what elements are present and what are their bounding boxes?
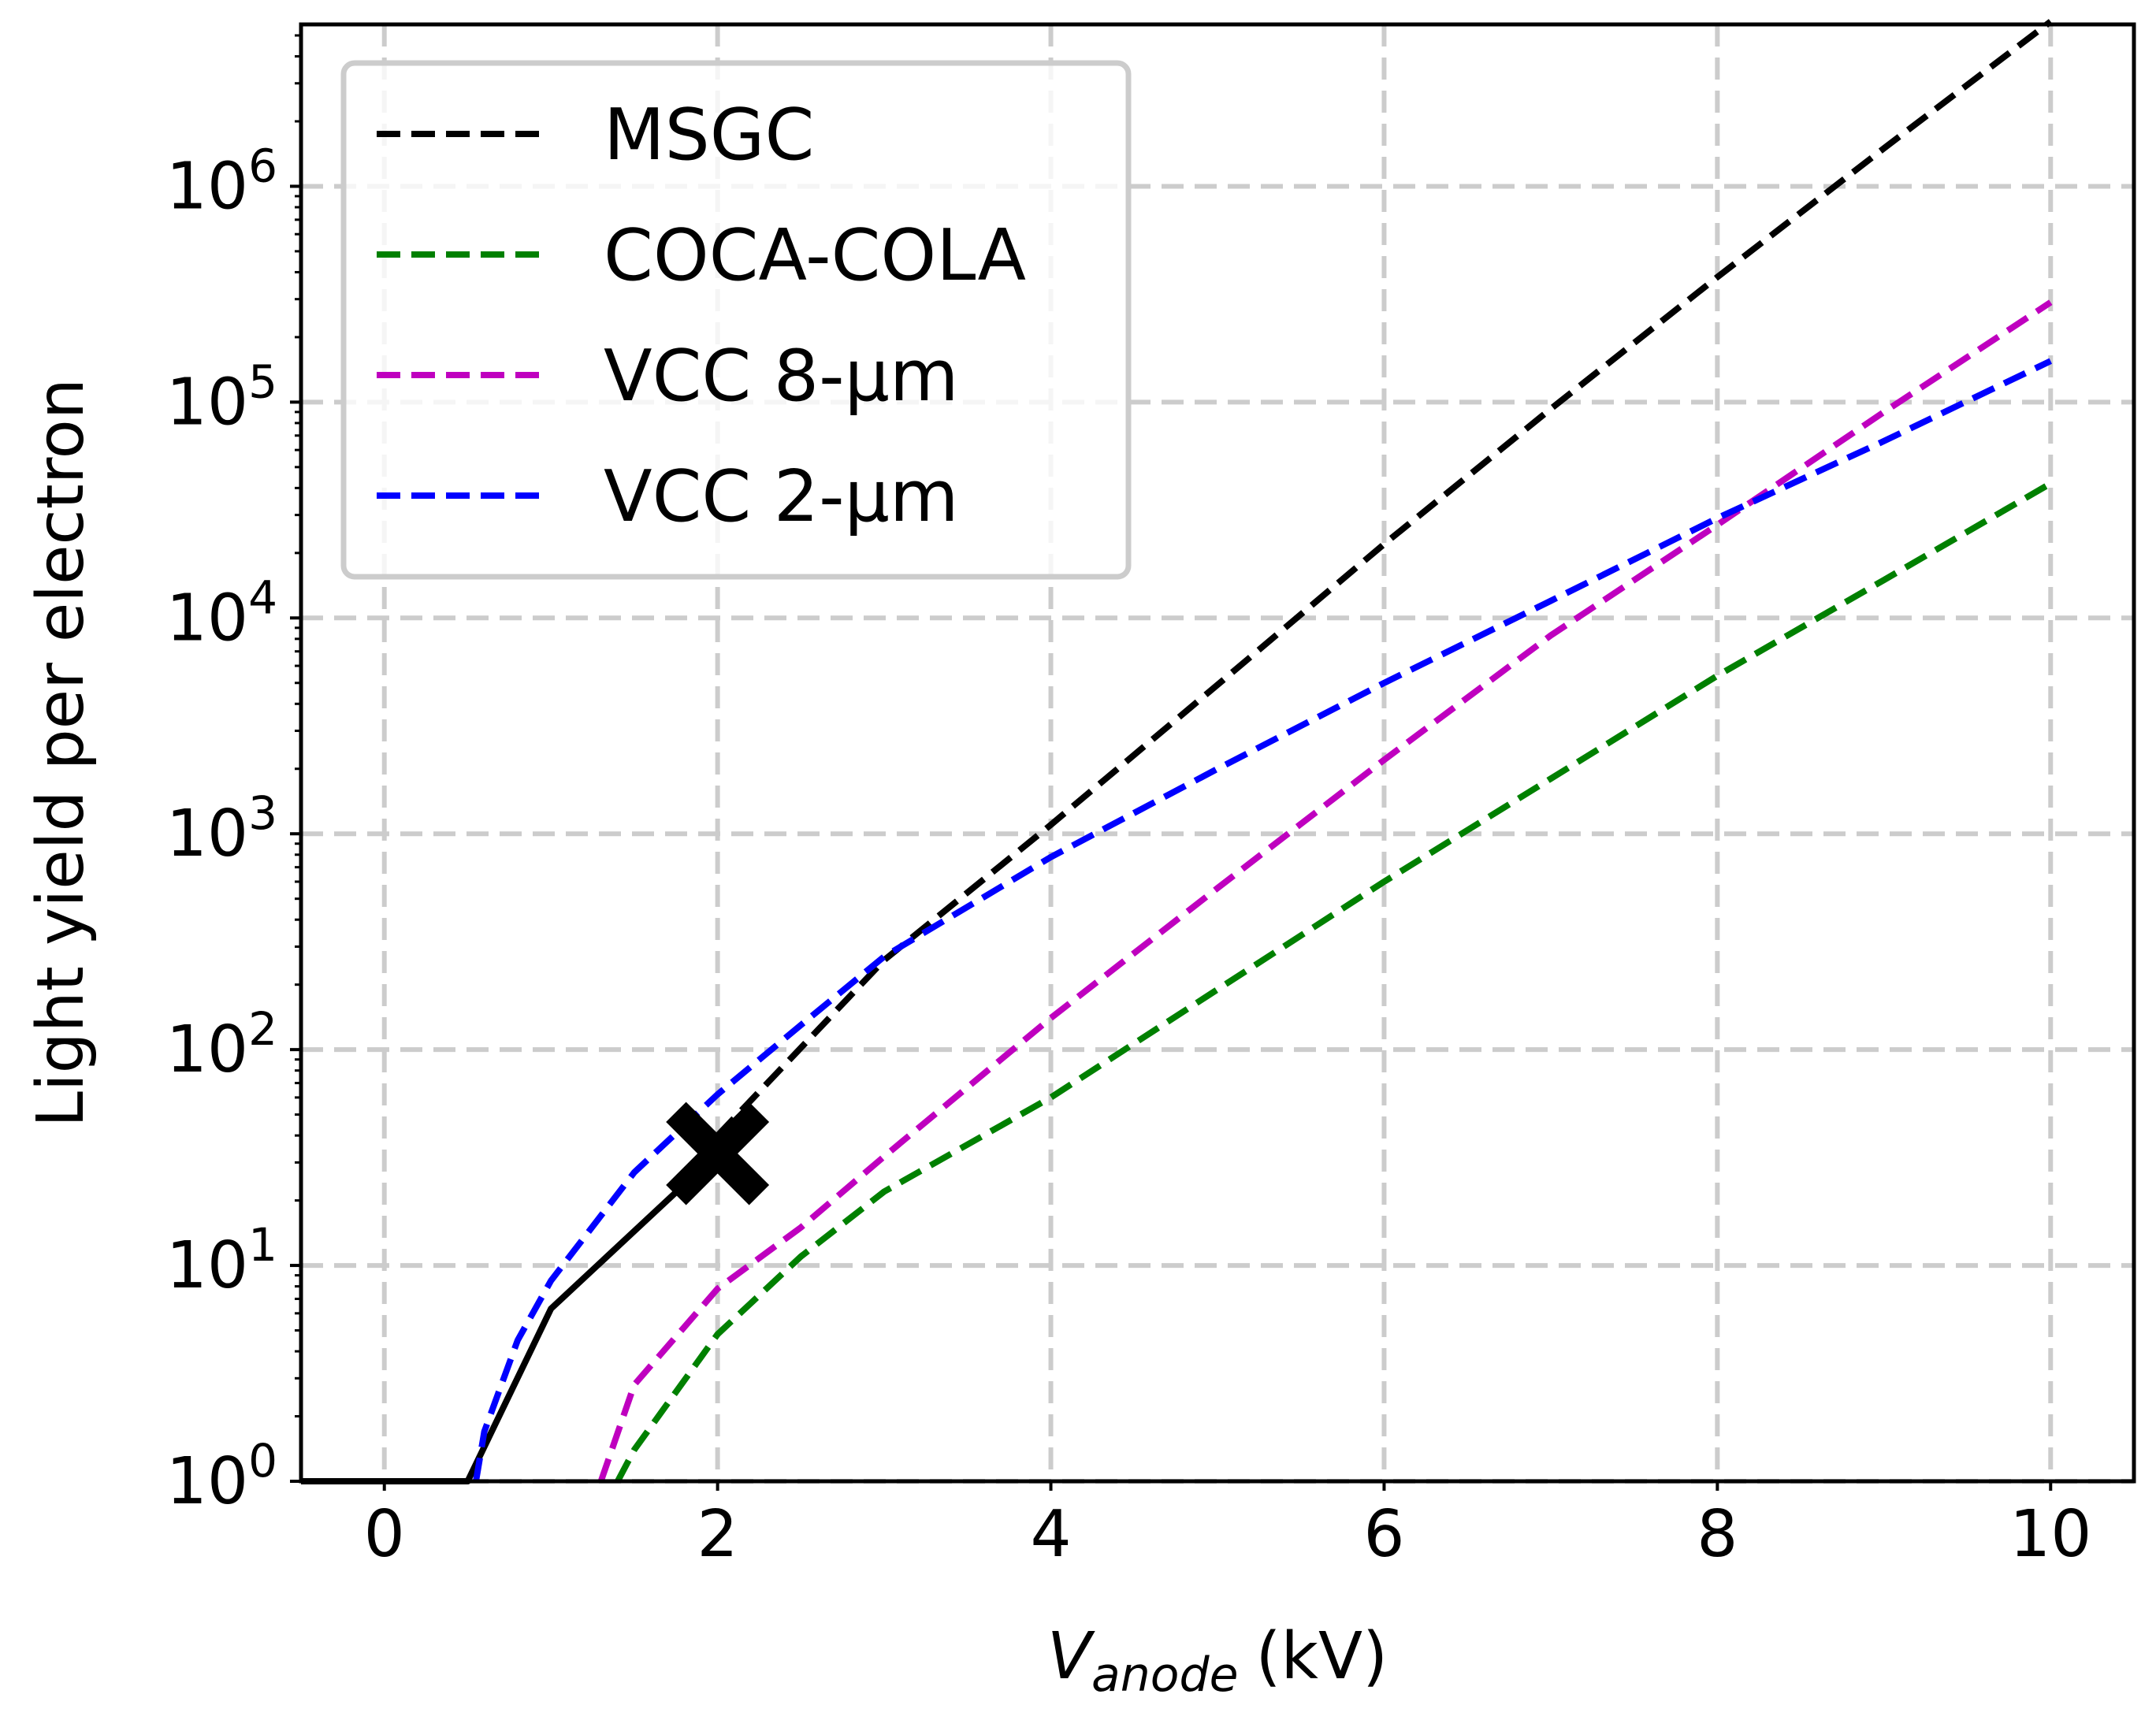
legend-entries: MSGC COCA-COLA VCC 8-μm VCC 2-μm	[377, 94, 1026, 538]
y-tick-base: 10	[166, 1228, 248, 1303]
y-tick-base: 10	[166, 149, 248, 224]
series-line-coca-cola	[615, 481, 2053, 1483]
y-tick-exponent: 2	[248, 1002, 277, 1056]
y-tick-exponent: 5	[248, 355, 277, 408]
y-tick-label: 100	[166, 1434, 277, 1519]
y-tick-exponent: 0	[248, 1434, 277, 1488]
x-tick-label: 2	[697, 1497, 738, 1572]
y-tick-exponent: 4	[248, 570, 277, 624]
legend-label: VCC 2-μm	[604, 455, 959, 538]
series-line-vcc-2-um	[473, 358, 2053, 1482]
x-tick-label: 0	[364, 1497, 405, 1572]
legend: MSGC COCA-COLA VCC 8-μm VCC 2-μm	[340, 60, 1132, 580]
y-tick-base: 10	[166, 1444, 248, 1519]
series-layer	[301, 19, 2053, 1484]
x-axis-unit: (kV)	[1256, 1619, 1388, 1694]
legend-label: VCC 8-μm	[604, 335, 959, 418]
series-line-vcc-8-um	[597, 299, 2053, 1483]
x-tick-label: 6	[1363, 1497, 1404, 1572]
y-tick-label: 106	[166, 139, 277, 224]
y-tick-exponent: 3	[248, 786, 277, 840]
x-axis-symbol: V	[1047, 1619, 1095, 1694]
y-tick-label: 102	[166, 1002, 277, 1087]
y-tick-label: 103	[166, 786, 277, 871]
y-tick-label: 105	[166, 355, 277, 440]
plot-frame	[299, 22, 2136, 1484]
y-axis-label: Light yield per electron	[24, 378, 99, 1127]
legend-label: MSGC	[604, 94, 814, 176]
y-tick-label: 104	[166, 570, 277, 656]
x-tick-label: 10	[2009, 1497, 2091, 1572]
operating-point-marker	[666, 1101, 770, 1205]
series-line-msgc	[715, 19, 2053, 1138]
marker-layer	[666, 1101, 770, 1205]
y-tick-label: 101	[166, 1218, 277, 1303]
y-tick-exponent: 1	[248, 1218, 277, 1272]
x-tick-label: 4	[1030, 1497, 1071, 1572]
x-axis-subscript: anode	[1091, 1648, 1239, 1703]
x-axis-label: Vanode (kV)	[1047, 1619, 1388, 1703]
y-tick-base: 10	[166, 365, 248, 440]
y-tick-base: 10	[166, 1012, 248, 1087]
y-tick-base: 10	[166, 797, 248, 871]
x-tick-label: 8	[1697, 1497, 1738, 1572]
legend-label: COCA-COLA	[604, 214, 1026, 297]
legend-box	[340, 60, 1132, 580]
y-tick-base: 10	[166, 581, 248, 656]
y-tick-exponent: 6	[248, 139, 277, 192]
series-line-msgc-measured-	[301, 1151, 720, 1484]
